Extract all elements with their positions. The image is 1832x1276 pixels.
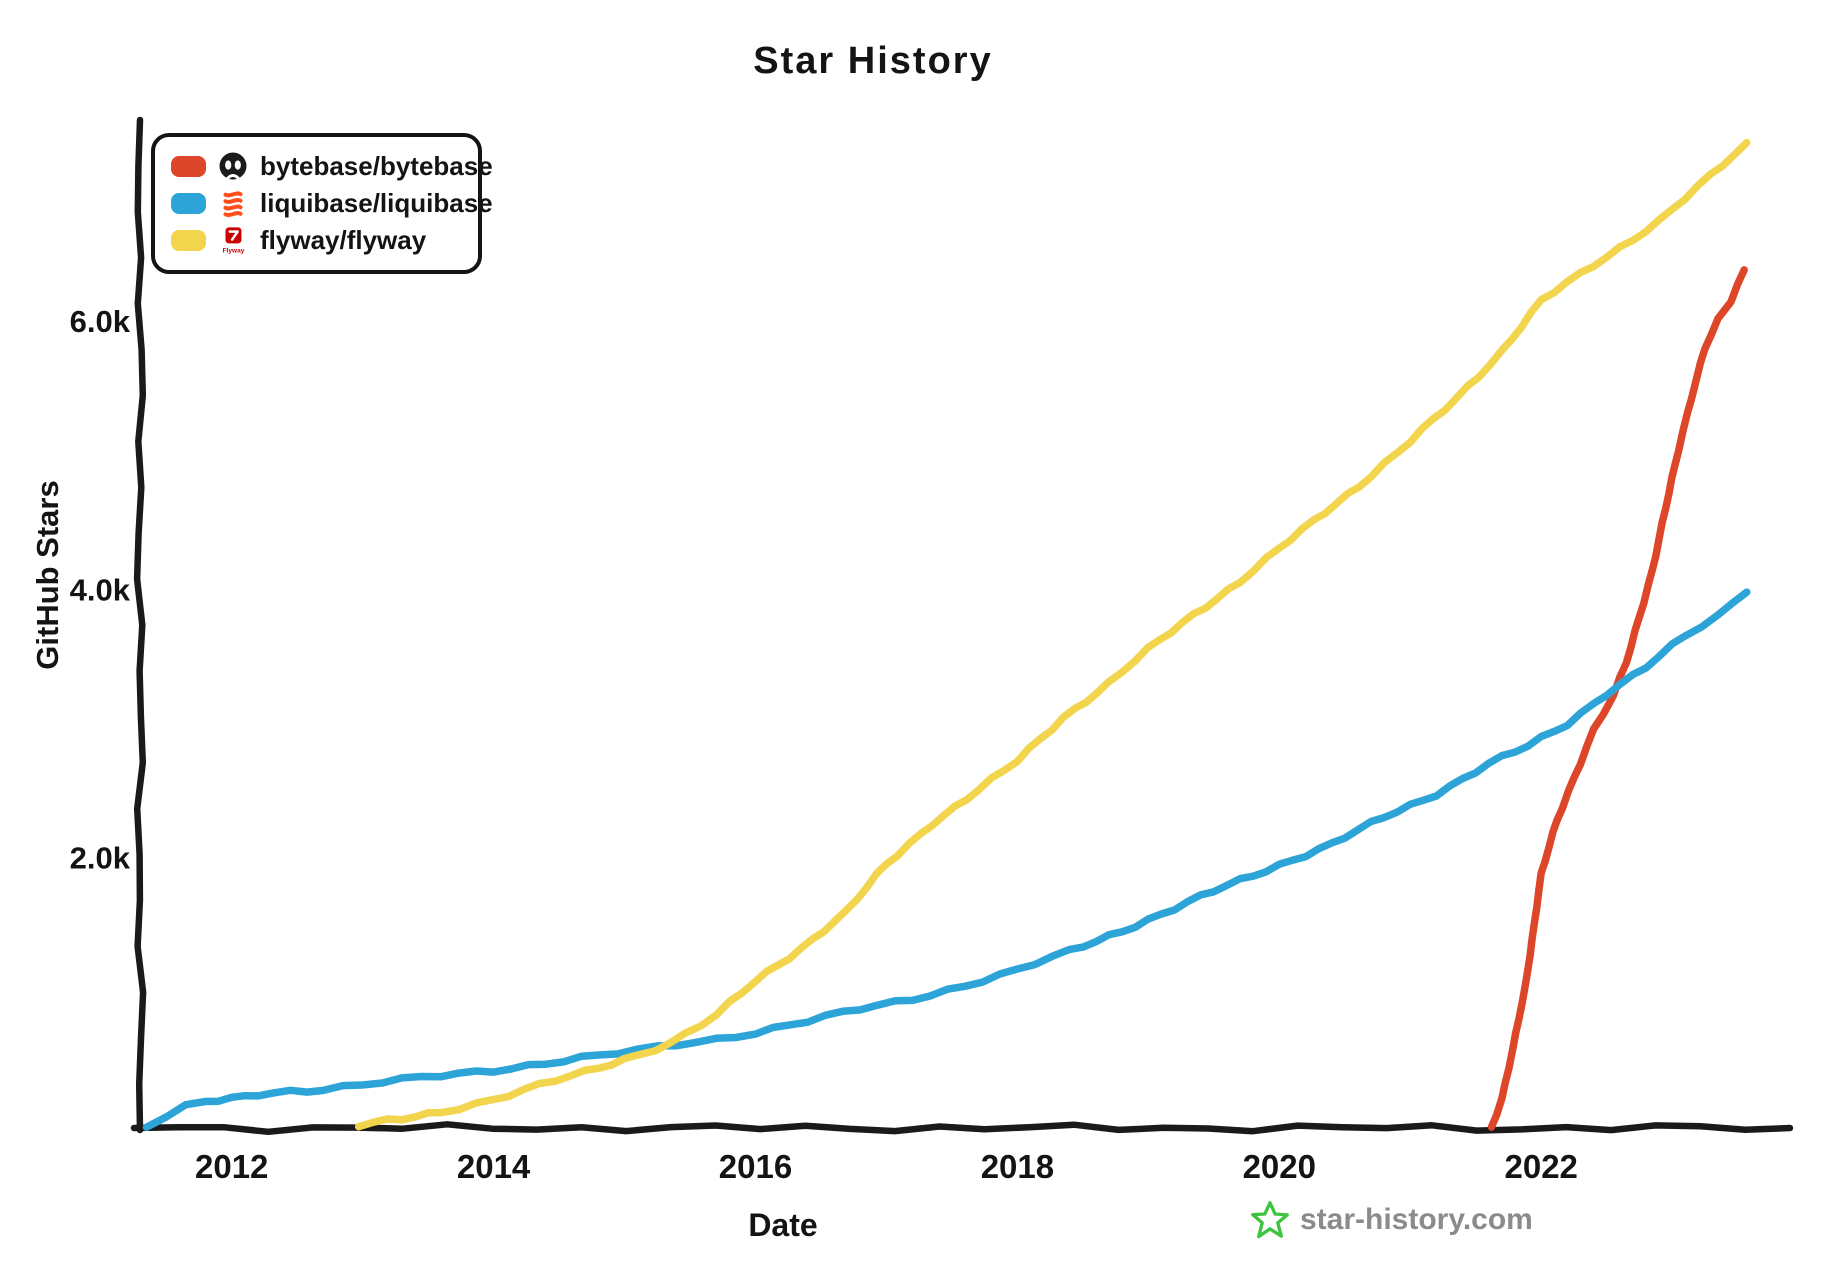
bytebase-logo-icon <box>217 151 249 183</box>
star-icon <box>1250 1200 1290 1240</box>
series-line-bytebase <box>1487 266 1748 1131</box>
flyway-logo-icon: Flyway <box>217 225 249 257</box>
y-axis-title: GitHub Stars <box>30 480 65 670</box>
legend-item-bytebase: bytebase/bytebase <box>171 148 493 185</box>
legend-swatch-liquibase <box>171 193 206 214</box>
x-tick-label: 2012 <box>195 1148 268 1185</box>
x-tick-label: 2016 <box>719 1148 792 1185</box>
x-tick-label: 2018 <box>981 1148 1054 1185</box>
legend-swatch-bytebase <box>171 156 206 177</box>
x-tick-label: 2014 <box>457 1148 531 1185</box>
x-axis-title: Date <box>748 1207 818 1243</box>
svg-text:Flyway: Flyway <box>223 247 245 254</box>
legend: bytebase/bytebase liquibase/liquibase Fl… <box>151 133 493 274</box>
x-tick-label: 2022 <box>1504 1148 1577 1185</box>
legend-repo-label: bytebase/bytebase <box>260 151 493 181</box>
watermark-text: star-history.com <box>1300 1203 1533 1236</box>
legend-item-liquibase: liquibase/liquibase <box>171 185 493 222</box>
y-tick-label: 4.0k <box>70 573 131 608</box>
legend-repo-label: flyway/flyway <box>260 225 427 255</box>
y-tick-label: 6.0k <box>70 304 131 339</box>
x-tick-label: 2020 <box>1243 1148 1316 1185</box>
liquibase-logo-icon <box>217 188 249 220</box>
chart-title: Star History <box>753 40 993 82</box>
legend-repo-label: liquibase/liquibase <box>260 188 493 218</box>
legend-swatch-flyway <box>171 230 206 251</box>
series-line-liquibase <box>142 588 1751 1131</box>
watermark-link[interactable]: star-history.com <box>1250 1200 1533 1240</box>
series-line-flyway <box>354 138 1751 1131</box>
x-axis-line <box>130 1121 1794 1136</box>
y-axis-line <box>133 116 147 1134</box>
legend-item-flyway: Flyway flyway/flyway <box>171 222 468 259</box>
y-tick-label: 2.0k <box>70 841 131 876</box>
